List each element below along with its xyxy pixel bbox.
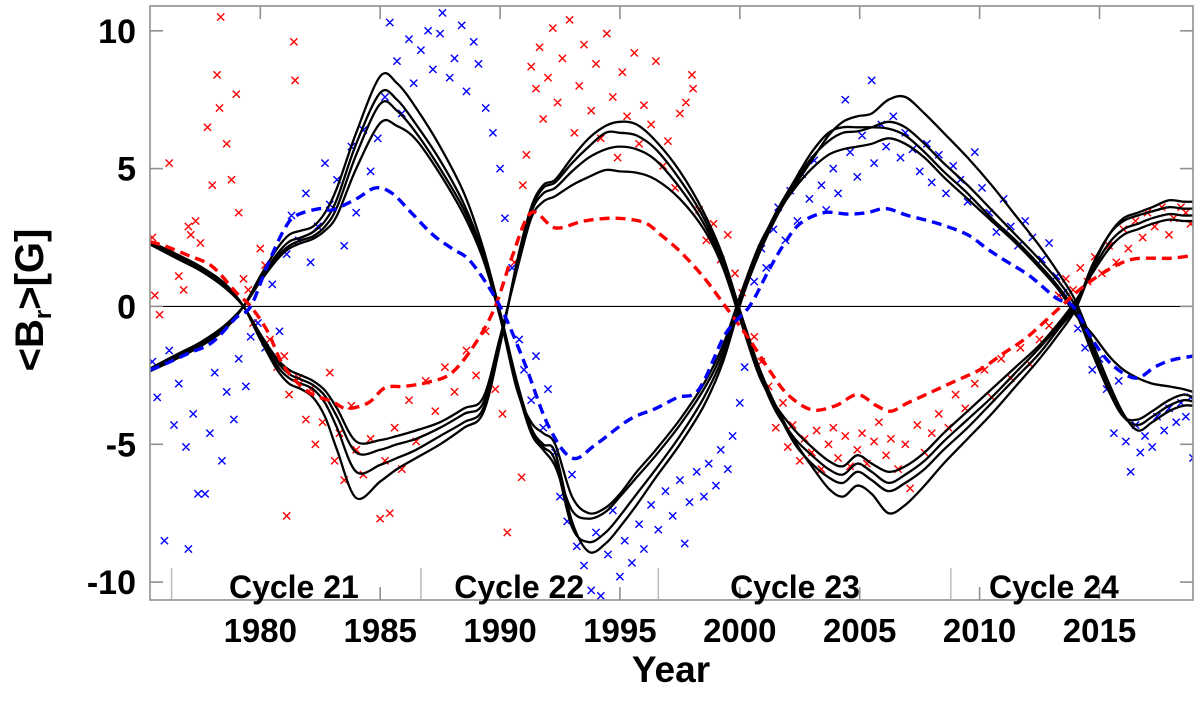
y-tick-label: 5 [117, 151, 136, 189]
cycle-label: Cycle 21 [229, 569, 359, 605]
blue-cross-scatter [150, 8, 1193, 600]
y-axis-title-pre: <B [7, 319, 52, 372]
red-dashed-curve [150, 210, 1193, 413]
x-tick-label: 2005 [823, 612, 896, 649]
plot-frame [149, 5, 1194, 601]
x-tick-label: 1995 [583, 612, 656, 649]
y-tick-label: -5 [106, 426, 136, 464]
cycle-label: Cycle 24 [989, 569, 1119, 605]
model-curve-ensemble-north-1 [150, 120, 1193, 515]
model-curve-ensemble-north-3 [150, 145, 1193, 485]
cycle-label: Cycle 22 [454, 569, 584, 605]
y-axis-title: <Br>[G] [8, 229, 58, 372]
cycle-label: Cycle 23 [730, 569, 860, 605]
model-curve-ensemble-south-2 [150, 88, 1193, 544]
axes-ticks-and-labels: 1980 1985 1990 1995 2000 2005 2010 2015 -10 -5 0 5 1… [87, 6, 1193, 649]
model-curve-ensemble-south-3 [150, 100, 1193, 520]
x-tick-label: 2000 [703, 612, 776, 649]
model-curve-ensemble-south-1 [150, 71, 1193, 554]
y-axis-title-subscript: r [30, 309, 58, 320]
cycle-boundary-lines [170, 568, 952, 599]
x-axis-title: Year [631, 649, 711, 690]
y-tick-label: 10 [98, 13, 136, 51]
y-tick-label: -10 [87, 564, 136, 602]
model-curve-ensemble-south-4 [150, 118, 1193, 515]
x-tick-label: 2010 [943, 612, 1016, 649]
y-tick-label: 0 [117, 288, 136, 326]
blue-cross-scatter-marks [150, 8, 1193, 600]
model-ensemble-curves [150, 71, 1193, 554]
model-curve-ensemble-north-2 [150, 130, 1193, 493]
x-tick-label: 1990 [463, 612, 536, 649]
x-tick-label: 2015 [1063, 612, 1136, 649]
model-curve-ensemble-north-4 [150, 168, 1193, 473]
x-tick-label: 1985 [343, 612, 416, 649]
blue-dashed-curve [150, 186, 1193, 461]
y-axis-title-post: >[G] [7, 228, 52, 310]
x-tick-label: 1980 [224, 612, 297, 649]
cycle-labels: Cycle 21 Cycle 22 Cycle 23 Cycle 24 [229, 569, 1119, 605]
